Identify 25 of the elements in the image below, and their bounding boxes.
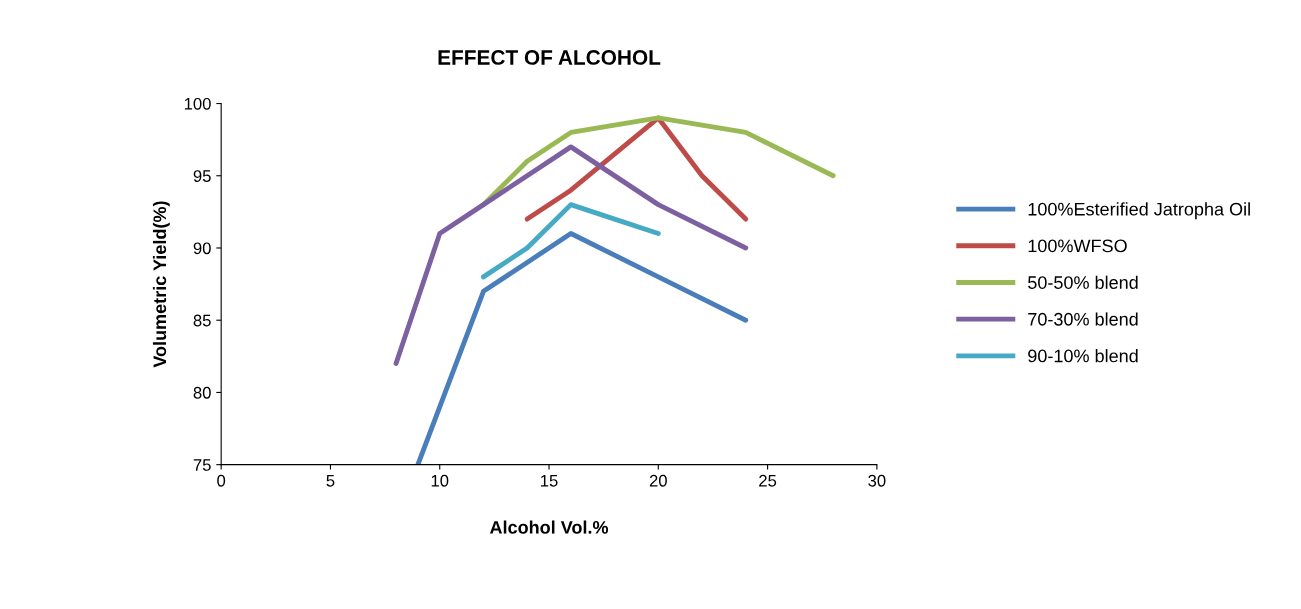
line-series bbox=[481, 202, 661, 280]
legend-label: 90-10% blend bbox=[1028, 349, 1138, 363]
y-tick-label: 85 bbox=[193, 314, 211, 327]
y-tick-label: 95 bbox=[193, 170, 211, 182]
x-tick-label: 5 bbox=[326, 475, 335, 487]
line-series bbox=[415, 231, 749, 465]
y-tick-label: 80 bbox=[193, 386, 211, 399]
legend-label: 70-30% blend bbox=[1028, 312, 1138, 326]
x-tick-label: 10 bbox=[431, 474, 449, 487]
line-series bbox=[393, 144, 749, 366]
y-tick-label: 90 bbox=[193, 242, 211, 255]
x-tick-label: 0 bbox=[217, 474, 226, 487]
x-tick-label: 30 bbox=[868, 474, 886, 487]
y-tick-label: 100 bbox=[184, 97, 211, 110]
x-axis-title: Alcohol Vol.% bbox=[489, 520, 609, 534]
legend-label: 100%WFSO bbox=[1028, 239, 1127, 253]
x-tick-label: 25 bbox=[759, 474, 777, 487]
x-tick-label: 20 bbox=[649, 474, 667, 487]
chart-title: EFFECT OF ALCOHOL bbox=[438, 50, 661, 65]
y-axis-title: Volumetric Yield(%) bbox=[152, 201, 170, 368]
legend-label: 50-50% blend bbox=[1028, 275, 1138, 289]
line-series bbox=[524, 115, 749, 222]
legend-label: 100%Esterified Jatropha Oil bbox=[1028, 202, 1250, 220]
y-tick-label: 75 bbox=[193, 459, 211, 471]
x-tick-label: 15 bbox=[541, 475, 558, 487]
